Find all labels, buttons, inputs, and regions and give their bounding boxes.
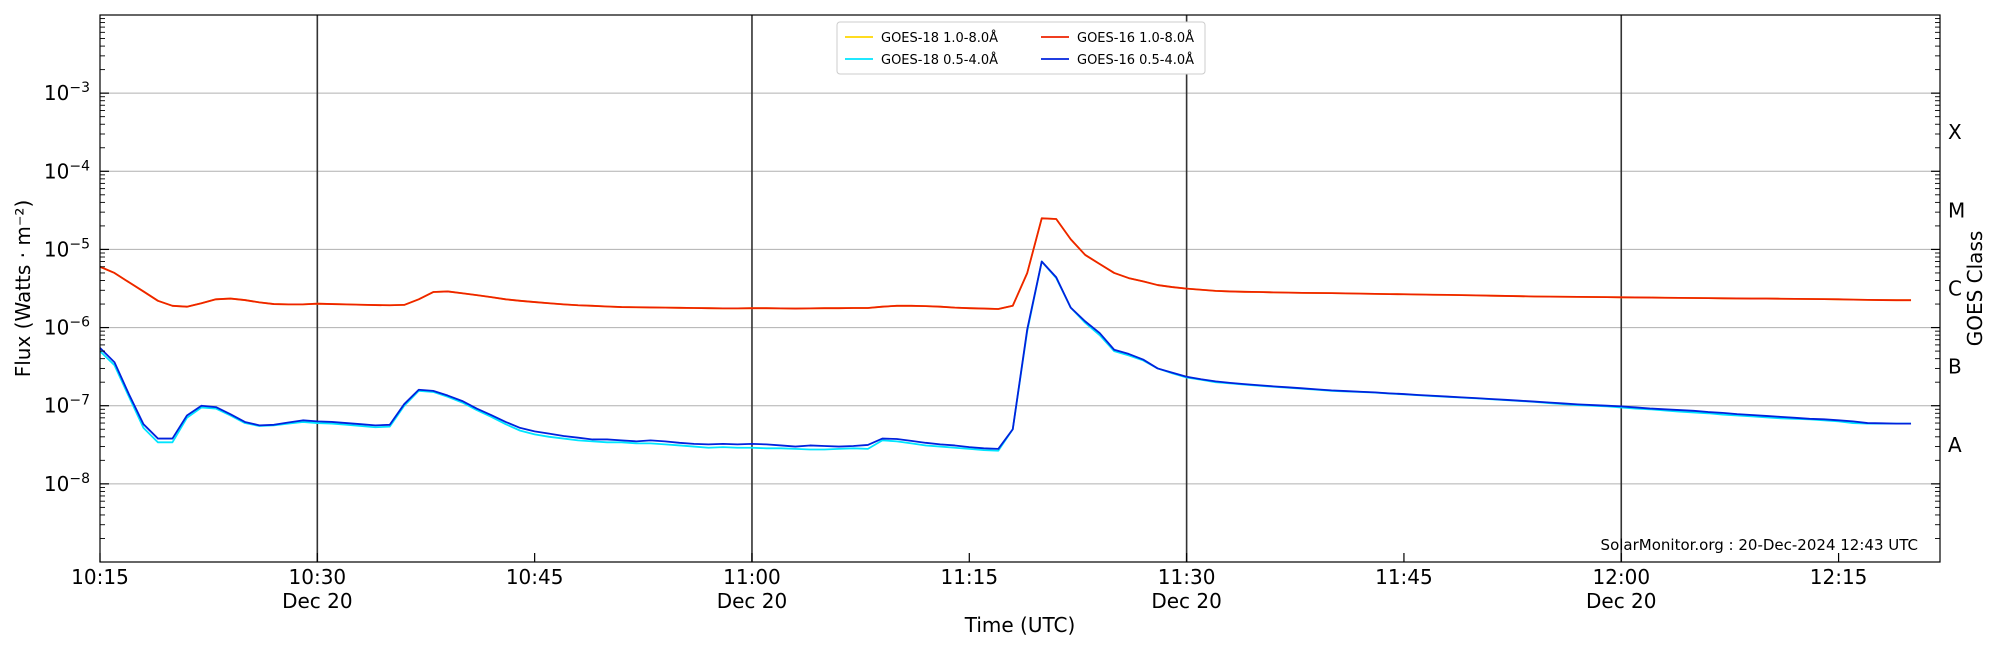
x-tick-label: 10:30	[289, 565, 347, 589]
x-axis-label: Time (UTC)	[964, 613, 1076, 637]
y-tick-exponent: −4	[69, 158, 90, 174]
plot-frame	[99, 14, 1941, 563]
y-tick-label: 10−8	[44, 471, 90, 496]
legend: GOES-18 1.0-8.0Å GOES-18 0.5-4.0Å GOES-16 …	[836, 21, 1206, 75]
x-tick-label: 10:45	[506, 565, 564, 589]
gridlines	[100, 92, 1940, 485]
x-tick-date-label: Dec 20	[282, 589, 353, 613]
x-tick-label: 10:15	[71, 565, 129, 589]
goes-class-label: M	[1948, 198, 1965, 222]
y-tick-base: 10	[44, 472, 69, 496]
y-tick-base: 10	[44, 159, 69, 183]
y-tick-label: 10−7	[44, 393, 90, 418]
y-axis-label: Flux (Watts · m⁻²)	[11, 200, 35, 378]
legend-label: GOES-18 1.0-8.0Å	[881, 30, 998, 46]
y-tick-base: 10	[44, 394, 69, 418]
x-tick-date-label: Dec 20	[1586, 589, 1657, 613]
credit-text: SolarMonitor.org : 20-Dec-2024 12:43 UTC	[1601, 536, 1918, 554]
x-tick-date-label: Dec 20	[717, 589, 788, 613]
x-tick-label: 11:30	[1158, 565, 1216, 589]
y-axis: 10−810−710−610−510−410−3	[44, 18, 1940, 539]
day-boundary-lines	[316, 15, 1623, 562]
series-line-2	[99, 217, 1912, 310]
y-tick-label: 10−5	[44, 236, 90, 261]
goes-class-label: A	[1948, 433, 1962, 457]
y-tick-base: 10	[44, 316, 69, 340]
y-tick-label: 10−4	[44, 158, 90, 183]
x-tick-label: 12:15	[1810, 565, 1868, 589]
y-tick-exponent: −6	[69, 315, 90, 331]
y-tick-exponent: −7	[69, 393, 90, 409]
legend-label: GOES-16 1.0-8.0Å	[1077, 30, 1194, 46]
goes-class-label: X	[1948, 120, 1962, 144]
x-tick-label: 11:45	[1375, 565, 1433, 589]
y-tick-exponent: −3	[69, 80, 90, 96]
y-tick-label: 10−6	[44, 315, 90, 340]
y-tick-label: 10−3	[44, 80, 90, 105]
legend-label: GOES-18 0.5-4.0Å	[881, 52, 998, 68]
series-line-3	[99, 260, 1912, 452]
series-line-4	[99, 260, 1912, 450]
x-tick-date-label: Dec 20	[1151, 589, 1222, 613]
goes-class-axis: A B C M X	[1948, 120, 1965, 457]
legend-label: GOES-16 0.5-4.0Å	[1077, 52, 1194, 68]
goes-class-axis-label: GOES Class	[1963, 231, 1987, 347]
legend-items: GOES-18 1.0-8.0Å GOES-18 0.5-4.0Å GOES-16 …	[845, 30, 1194, 68]
legend-box	[836, 21, 1206, 75]
x-tick-label: 11:15	[940, 565, 998, 589]
y-tick-base: 10	[44, 237, 69, 261]
y-tick-exponent: −5	[69, 236, 90, 252]
x-tick-label: 11:00	[723, 565, 781, 589]
y-tick-exponent: −8	[69, 471, 90, 487]
series-line-1	[99, 217, 1912, 310]
goes-class-label: C	[1948, 277, 1962, 301]
series-lines	[99, 217, 1912, 452]
y-tick-base: 10	[44, 81, 69, 105]
x-tick-label: 12:00	[1592, 565, 1650, 589]
goes-class-label: B	[1948, 355, 1962, 379]
